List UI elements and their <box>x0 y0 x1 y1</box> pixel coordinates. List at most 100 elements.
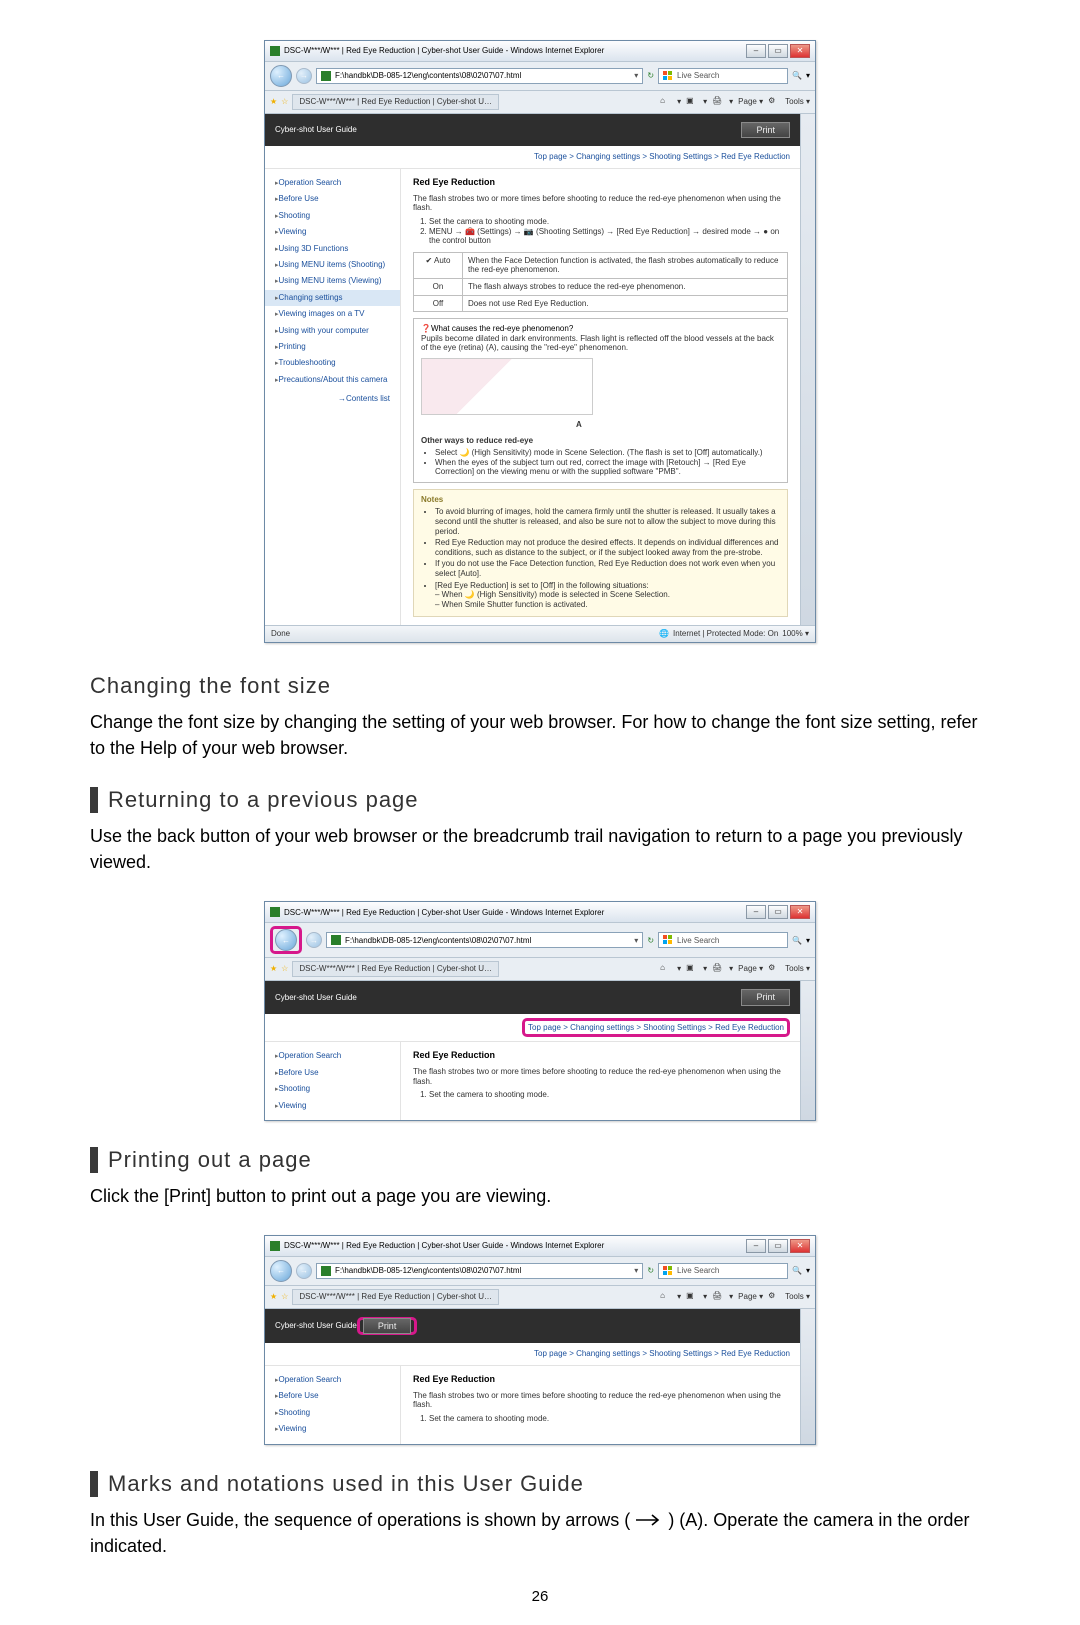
sidebar-item-menu-shooting[interactable]: Using MENU items (Shooting) <box>265 257 400 273</box>
maximize-button[interactable]: ▭ <box>768 905 788 919</box>
address-dropdown-icon[interactable]: ▾ <box>634 1266 638 1276</box>
guide-print-button[interactable]: Print <box>741 989 790 1006</box>
add-favorites-button[interactable]: ☆ <box>281 97 288 107</box>
search-options-dropdown[interactable]: ▾ <box>806 1266 810 1276</box>
address-bar[interactable]: F:\handbk\DB-085-12\eng\contents\08\02\0… <box>316 1263 643 1279</box>
guide-print-button[interactable]: Print <box>741 122 790 139</box>
sidebar-item-operation-search[interactable]: Operation Search <box>265 1048 400 1064</box>
sidebar-item-3d[interactable]: Using 3D Functions <box>265 241 400 257</box>
sidebar-item-menu-viewing[interactable]: Using MENU items (Viewing) <box>265 273 400 289</box>
forward-button[interactable]: → <box>296 1263 312 1279</box>
opt-off-label: Off <box>414 295 463 312</box>
refresh-button[interactable]: ↻ <box>647 71 654 81</box>
sidebar: Operation Search Before Use Shooting Vie… <box>265 1042 401 1120</box>
feeds-icon[interactable]: ▣ <box>686 963 698 975</box>
tools-icon[interactable]: ⚙ <box>768 963 780 975</box>
page-menu[interactable]: Page ▾ <box>738 1292 763 1302</box>
sidebar-item-viewing[interactable]: Viewing <box>265 1098 400 1114</box>
sidebar-item-shooting[interactable]: Shooting <box>265 1081 400 1097</box>
back-button[interactable]: ← <box>270 65 292 87</box>
sidebar-item-viewing[interactable]: Viewing <box>265 1421 400 1437</box>
browser-search-input[interactable]: Live Search <box>658 68 788 84</box>
favorites-button[interactable]: ★ <box>270 97 277 107</box>
contents-list-link[interactable]: Contents list <box>265 388 400 404</box>
browser-tab[interactable]: DSC-W***/W*** | Red Eye Reduction | Cybe… <box>292 94 499 110</box>
home-icon[interactable]: ⌂ <box>660 963 672 975</box>
browser-tab[interactable]: DSC-W***/W*** | Red Eye Reduction | Cybe… <box>292 1289 499 1305</box>
address-dropdown-icon[interactable]: ▾ <box>634 71 638 81</box>
minimize-button[interactable]: – <box>746 44 766 58</box>
feeds-icon[interactable]: ▣ <box>686 1291 698 1303</box>
sidebar-item-troubleshooting[interactable]: Troubleshooting <box>265 355 400 371</box>
add-favorites-button[interactable]: ☆ <box>281 1292 288 1302</box>
search-button[interactable]: 🔍 <box>792 936 802 946</box>
sidebar-item-precautions[interactable]: Precautions/About this camera <box>265 372 400 388</box>
zoom-level[interactable]: 100% ▾ <box>782 629 809 639</box>
back-button[interactable]: ← <box>270 1260 292 1282</box>
minimize-button[interactable]: – <box>746 1239 766 1253</box>
sidebar-item-shooting[interactable]: Shooting <box>265 1405 400 1421</box>
maximize-button[interactable]: ▭ <box>768 44 788 58</box>
tools-icon[interactable]: ⚙ <box>768 96 780 108</box>
close-button[interactable]: ✕ <box>790 44 810 58</box>
article-title: Red Eye Reduction <box>413 1050 788 1061</box>
search-options-dropdown[interactable]: ▾ <box>806 71 810 81</box>
minimize-button[interactable]: – <box>746 905 766 919</box>
step-2: MENU → 🧰 (Settings) → 📷 (Shooting Settin… <box>429 227 788 246</box>
tools-menu[interactable]: Tools ▾ <box>785 97 810 107</box>
tools-menu[interactable]: Tools ▾ <box>785 1292 810 1302</box>
vertical-scrollbar[interactable] <box>800 1309 815 1444</box>
other-ways-header: Other ways to reduce red-eye <box>421 436 780 446</box>
page-menu[interactable]: Page ▾ <box>738 97 763 107</box>
browser-search-input[interactable]: Live Search <box>658 1263 788 1279</box>
close-button[interactable]: ✕ <box>790 1239 810 1253</box>
refresh-button[interactable]: ↻ <box>647 1266 654 1276</box>
heading-font-size: Changing the font size <box>90 673 990 699</box>
breadcrumb[interactable]: Top page > Changing settings > Shooting … <box>265 146 800 169</box>
search-button[interactable]: 🔍 <box>792 71 802 81</box>
print-icon[interactable]: 🖨 <box>712 1291 724 1303</box>
sidebar-item-viewing[interactable]: Viewing <box>265 224 400 240</box>
browser-tab[interactable]: DSC-W***/W*** | Red Eye Reduction | Cybe… <box>292 961 499 977</box>
maximize-button[interactable]: ▭ <box>768 1239 788 1253</box>
address-bar[interactable]: F:\handbk\DB-085-12\eng\contents\08\02\0… <box>326 932 643 948</box>
page-favicon-icon <box>321 71 331 81</box>
feeds-icon[interactable]: ▣ <box>686 96 698 108</box>
vertical-scrollbar[interactable] <box>800 981 815 1120</box>
close-button[interactable]: ✕ <box>790 905 810 919</box>
breadcrumb[interactable]: Top page > Changing settings > Shooting … <box>265 1343 800 1366</box>
vertical-scrollbar[interactable] <box>800 114 815 626</box>
tools-menu[interactable]: Tools ▾ <box>785 964 810 974</box>
sidebar-item-printing[interactable]: Printing <box>265 339 400 355</box>
address-bar[interactable]: F:\handbk\DB-085-12\eng\contents\08\02\0… <box>316 68 643 84</box>
print-icon[interactable]: 🖨 <box>712 96 724 108</box>
sidebar-item-shooting[interactable]: Shooting <box>265 208 400 224</box>
page-menu[interactable]: Page ▾ <box>738 964 763 974</box>
search-button[interactable]: 🔍 <box>792 1266 802 1276</box>
breadcrumb[interactable]: Top page > Changing settings > Shooting … <box>528 1023 784 1032</box>
refresh-button[interactable]: ↻ <box>647 936 654 946</box>
favorites-button[interactable]: ★ <box>270 1292 277 1302</box>
home-icon[interactable]: ⌂ <box>660 96 672 108</box>
sidebar-item-operation-search[interactable]: Operation Search <box>265 1372 400 1388</box>
guide-print-button[interactable]: Print <box>363 1318 412 1334</box>
print-icon[interactable]: 🖨 <box>712 963 724 975</box>
sidebar-item-operation-search[interactable]: Operation Search <box>265 175 400 191</box>
sidebar-item-before-use[interactable]: Before Use <box>265 191 400 207</box>
sidebar-item-tv[interactable]: Viewing images on a TV <box>265 306 400 322</box>
home-icon[interactable]: ⌂ <box>660 1291 672 1303</box>
tools-icon[interactable]: ⚙ <box>768 1291 780 1303</box>
sidebar-item-computer[interactable]: Using with your computer <box>265 323 400 339</box>
sidebar-item-changing-settings[interactable]: Changing settings <box>265 290 400 306</box>
favicon-icon <box>270 907 280 917</box>
favorites-button[interactable]: ★ <box>270 964 277 974</box>
article-intro: The flash strobes two or more times befo… <box>413 194 788 213</box>
back-button[interactable]: ← <box>275 929 297 951</box>
forward-button[interactable]: → <box>296 68 312 84</box>
search-options-dropdown[interactable]: ▾ <box>806 936 810 946</box>
address-dropdown-icon[interactable]: ▾ <box>634 936 638 946</box>
add-favorites-button[interactable]: ☆ <box>281 964 288 974</box>
sidebar-item-before-use[interactable]: Before Use <box>265 1065 400 1081</box>
browser-search-input[interactable]: Live Search <box>658 932 788 948</box>
forward-button[interactable]: → <box>306 932 322 948</box>
